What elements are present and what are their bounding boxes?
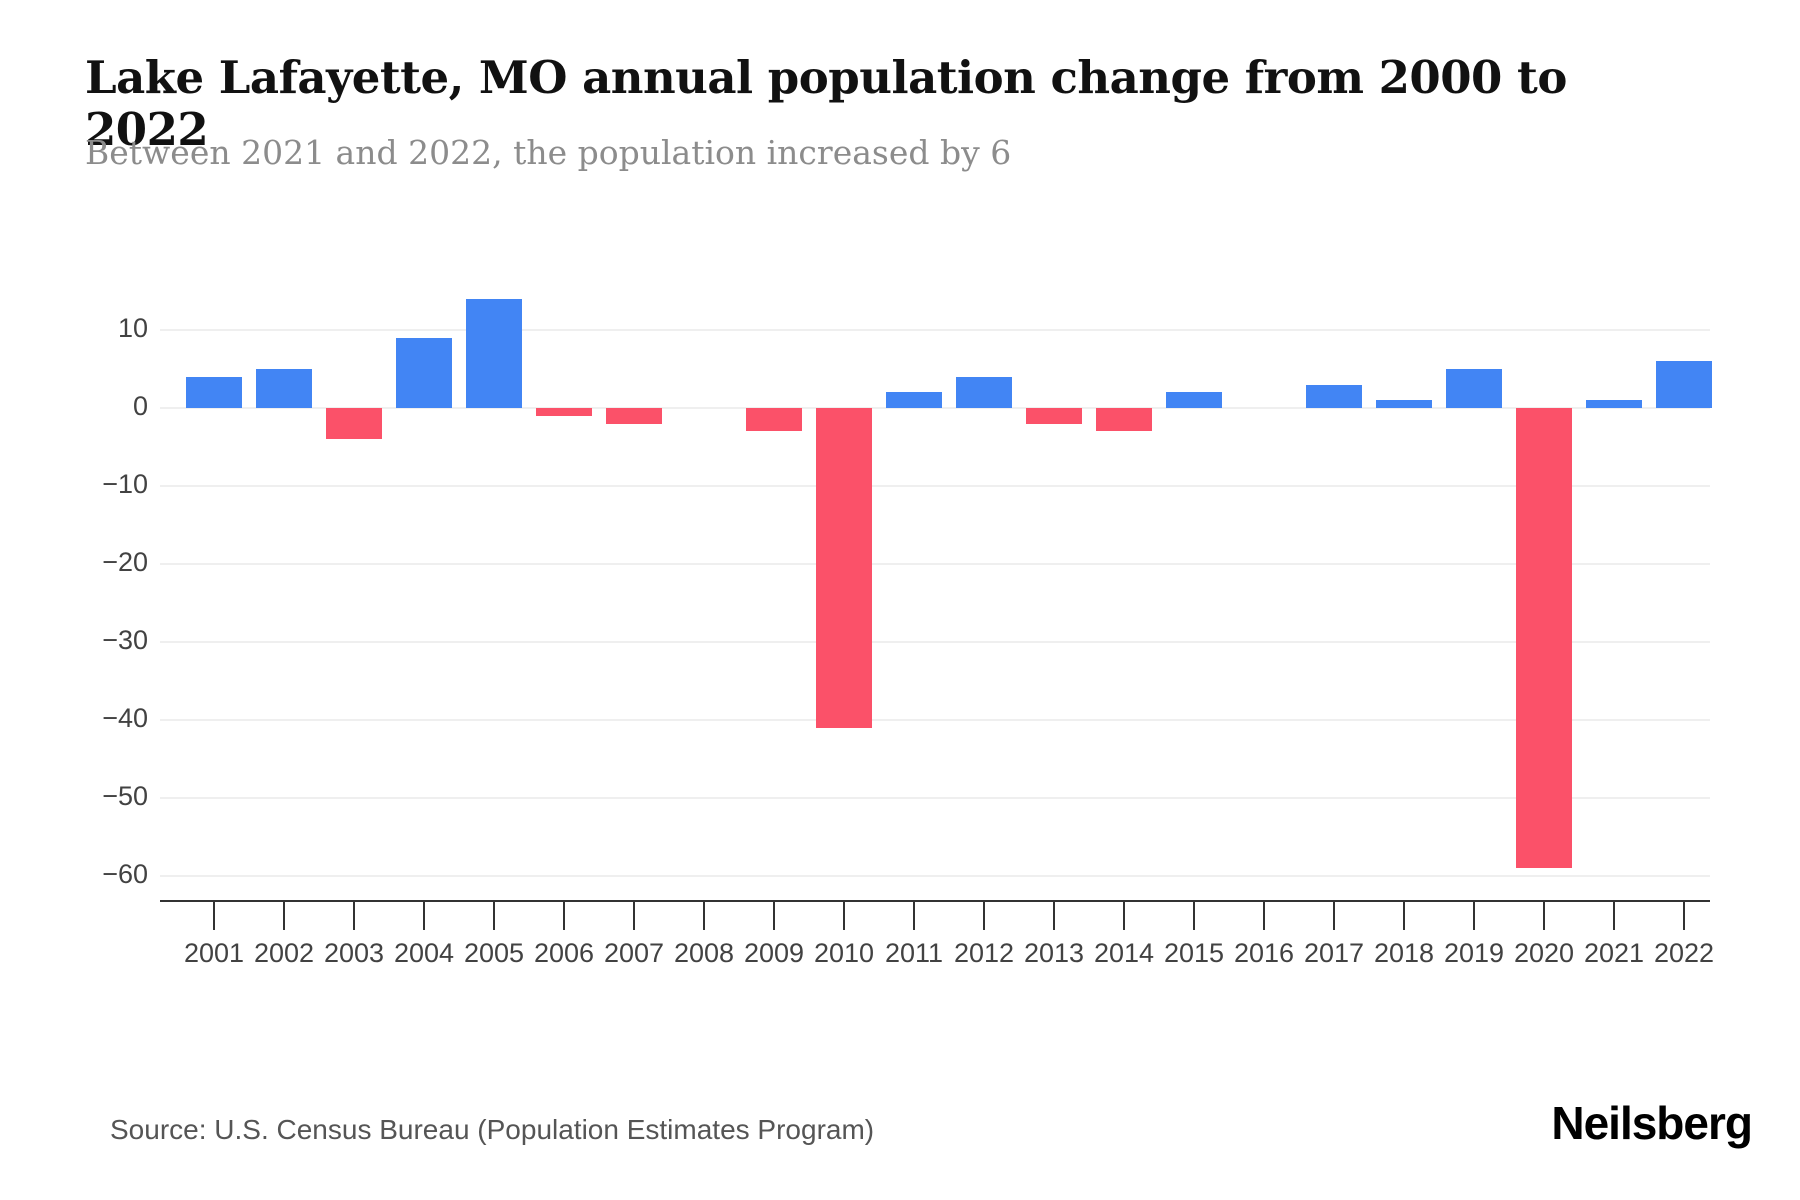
bar-negative-2014 — [1096, 408, 1152, 432]
x-axis-tick-label: 2001 — [183, 938, 245, 968]
chart-title: Lake Lafayette, MO annual population cha… — [85, 51, 1567, 156]
bar-positive-2021 — [1586, 400, 1642, 408]
x-axis-tick — [1333, 902, 1335, 930]
y-gridline — [160, 407, 1710, 409]
x-axis-tick-label: 2003 — [323, 938, 385, 968]
x-axis-tick — [1123, 902, 1125, 930]
x-axis-tick — [703, 902, 705, 930]
bar-negative-2007 — [606, 408, 662, 424]
y-gridline — [160, 719, 1710, 721]
bar-positive-2005 — [466, 298, 522, 408]
x-axis-tick — [1473, 902, 1475, 930]
y-gridline — [160, 329, 1710, 331]
bar-positive-2018 — [1376, 400, 1432, 408]
y-axis-tick-label: −60 — [102, 859, 148, 889]
bar-negative-2003 — [326, 408, 382, 440]
x-axis-tick — [633, 902, 635, 930]
bar-positive-2015 — [1166, 392, 1222, 408]
x-axis-tick — [1683, 902, 1685, 930]
bar-positive-2012 — [956, 376, 1012, 408]
x-axis-tick-label: 2008 — [673, 938, 735, 968]
x-axis-tick — [1053, 902, 1055, 930]
x-axis-tick — [353, 902, 355, 930]
x-axis-tick — [423, 902, 425, 930]
bar-positive-2002 — [256, 369, 312, 408]
x-axis-tick — [1193, 902, 1195, 930]
bar-negative-2006 — [536, 408, 592, 416]
x-axis-tick — [773, 902, 775, 930]
bar-negative-2020 — [1516, 408, 1572, 869]
chart-subtitle: Between 2021 and 2022, the population in… — [85, 133, 1012, 172]
bar-positive-2004 — [396, 337, 452, 408]
y-axis-tick-label: −30 — [102, 625, 148, 655]
x-axis-tick-label: 2002 — [253, 938, 315, 968]
x-axis-tick-label: 2020 — [1513, 938, 1575, 968]
y-axis-tick-label: −50 — [102, 781, 148, 811]
bar-positive-2017 — [1306, 384, 1362, 408]
y-axis-tick-label: 0 — [132, 391, 148, 421]
x-axis-tick-label: 2015 — [1163, 938, 1225, 968]
x-axis-tick-label: 2009 — [743, 938, 805, 968]
x-axis-tick-label: 2004 — [393, 938, 455, 968]
x-axis-tick-label: 2021 — [1583, 938, 1645, 968]
x-axis-tick-label: 2014 — [1093, 938, 1155, 968]
y-axis-tick-label: 10 — [117, 313, 148, 343]
x-axis-tick-label: 2022 — [1653, 938, 1715, 968]
bar-positive-2001 — [186, 376, 242, 408]
y-gridline — [160, 797, 1710, 799]
x-axis-line — [160, 900, 1710, 902]
x-axis-tick — [983, 902, 985, 930]
x-axis-tick — [913, 902, 915, 930]
y-gridline — [160, 875, 1710, 877]
bar-positive-2011 — [886, 392, 942, 408]
y-axis-tick-label: −20 — [102, 547, 148, 577]
y-gridline — [160, 485, 1710, 487]
x-axis-tick — [493, 902, 495, 930]
y-gridline — [160, 563, 1710, 565]
x-axis-tick — [563, 902, 565, 930]
bar-positive-2019 — [1446, 369, 1502, 408]
bar-negative-2013 — [1026, 408, 1082, 424]
x-axis-tick-label: 2018 — [1373, 938, 1435, 968]
x-axis-tick-label: 2005 — [463, 938, 525, 968]
y-gridline — [160, 641, 1710, 643]
bar-negative-2010 — [816, 408, 872, 728]
x-axis-tick — [843, 902, 845, 930]
x-axis-tick — [1543, 902, 1545, 930]
neilsberg-logo: Neilsberg — [1551, 1097, 1753, 1149]
x-axis-tick-label: 2006 — [533, 938, 595, 968]
x-axis-tick-label: 2007 — [603, 938, 665, 968]
y-axis-tick-label: −40 — [102, 703, 148, 733]
bar-negative-2009 — [746, 408, 802, 432]
x-axis-tick — [283, 902, 285, 930]
x-axis-tick-label: 2011 — [884, 938, 944, 968]
x-axis-tick-label: 2017 — [1303, 938, 1365, 968]
x-axis-tick-label: 2013 — [1023, 938, 1085, 968]
x-axis-tick-label: 2019 — [1443, 938, 1505, 968]
x-axis-tick — [1403, 902, 1405, 930]
x-axis-tick — [213, 902, 215, 930]
x-axis-tick — [1613, 902, 1615, 930]
x-axis-tick-label: 2012 — [953, 938, 1015, 968]
x-axis-tick — [1263, 902, 1265, 930]
bar-positive-2022 — [1656, 361, 1712, 408]
x-axis-tick-label: 2010 — [813, 938, 875, 968]
source-attribution: Source: U.S. Census Bureau (Population E… — [110, 1114, 875, 1145]
x-axis-tick-label: 2016 — [1233, 938, 1295, 968]
y-axis-tick-label: −10 — [102, 469, 148, 499]
